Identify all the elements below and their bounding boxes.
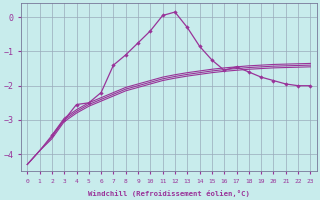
X-axis label: Windchill (Refroidissement éolien,°C): Windchill (Refroidissement éolien,°C) [88, 190, 250, 197]
